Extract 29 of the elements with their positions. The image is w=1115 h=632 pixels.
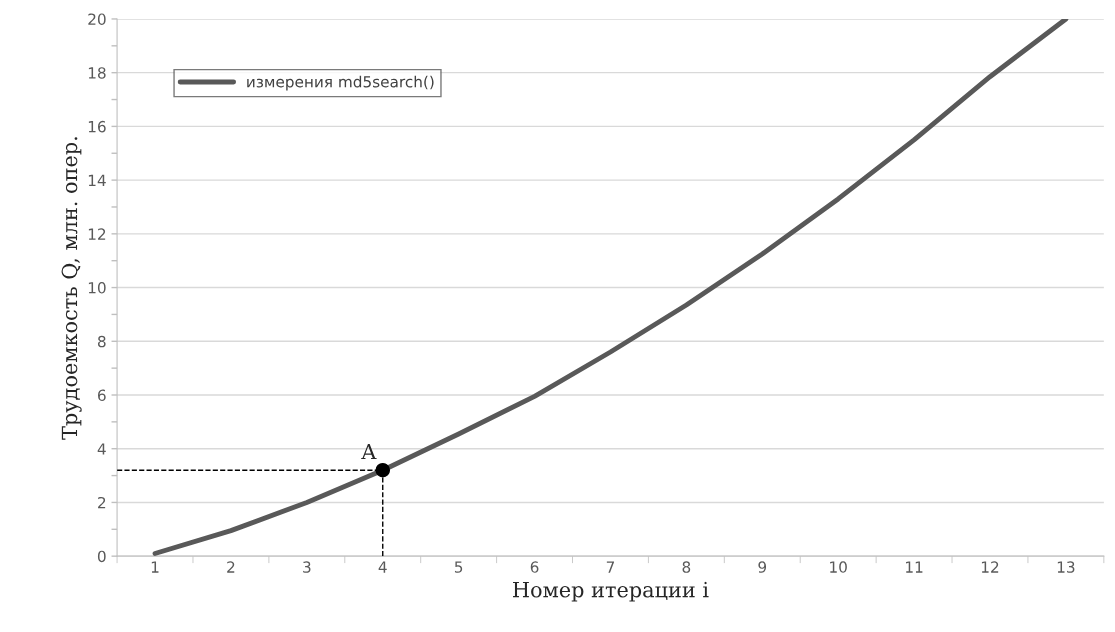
x-tick-label: 7 bbox=[606, 561, 615, 573]
y-tick-label: 12 bbox=[88, 228, 106, 240]
x-axis-title: Номер итерации i bbox=[513, 581, 709, 602]
x-tick-label: 9 bbox=[758, 561, 767, 573]
x-tick-label: 6 bbox=[530, 561, 539, 573]
y-tick-label: 10 bbox=[88, 282, 106, 294]
y-tick-label: 0 bbox=[97, 550, 106, 563]
y-axis-title: Трудоемкость Q, млн. опер. bbox=[61, 137, 82, 440]
y-tick-label: 8 bbox=[97, 335, 106, 348]
y-tick-label: 6 bbox=[98, 389, 106, 402]
y-tick-label: 2 bbox=[98, 496, 106, 509]
x-tick-label: 8 bbox=[682, 561, 691, 573]
y-tick-label: 16 bbox=[88, 120, 106, 133]
x-tick-label: 13 bbox=[1057, 561, 1075, 573]
legend-label: измерения md5search() bbox=[247, 75, 434, 91]
x-tick-label: 2 bbox=[227, 561, 235, 573]
annotation: A bbox=[361, 443, 377, 460]
x-tick-label: 1 bbox=[151, 561, 159, 573]
x-tick-label: 11 bbox=[906, 561, 923, 573]
x-tick-label: 12 bbox=[981, 561, 999, 573]
x-tick-label: 4 bbox=[378, 561, 387, 573]
y-tick-label: 4 bbox=[97, 443, 106, 455]
x-tick-label: 3 bbox=[303, 561, 311, 573]
x-tick-label: 5 bbox=[454, 561, 463, 573]
y-tick-label: 14 bbox=[88, 174, 106, 186]
y-tick-label: 20 bbox=[88, 13, 106, 25]
line-series bbox=[152, 18, 1069, 556]
y-tick-label: 18 bbox=[88, 67, 106, 79]
x-tick-label: 10 bbox=[830, 561, 847, 573]
